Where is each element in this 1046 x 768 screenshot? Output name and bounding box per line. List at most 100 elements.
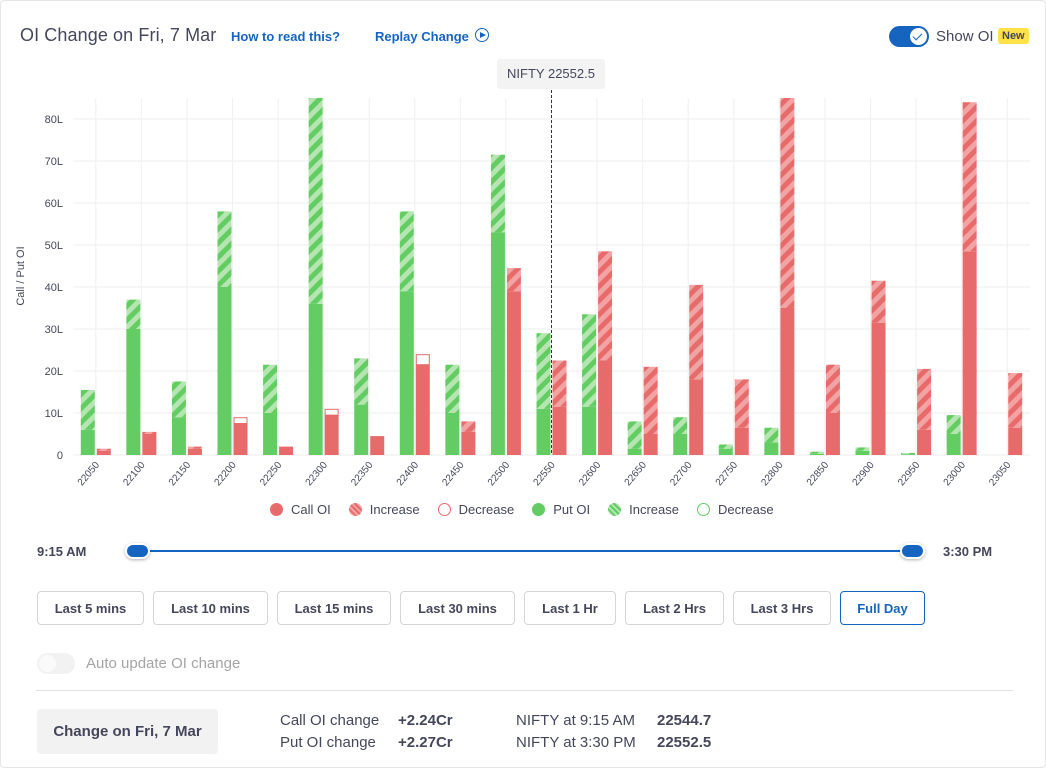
put-oi-bar — [627, 448, 642, 455]
put-increase-bar — [80, 389, 95, 430]
new-badge: New — [998, 28, 1029, 44]
x-tick-label: 23000 — [942, 460, 969, 489]
legend-item: Increase — [348, 502, 420, 517]
time-range-track[interactable] — [138, 550, 913, 552]
x-tick-label: 22800 — [759, 460, 786, 489]
put-increase-bar — [946, 415, 961, 434]
spot-price-tooltip: NIFTY 22552.5 — [497, 59, 605, 89]
legend-label: Increase — [369, 502, 420, 517]
put-oi-bar — [809, 453, 824, 455]
call-increase-bar — [461, 421, 476, 432]
how-to-read-link[interactable]: How to read this? — [231, 29, 341, 44]
put-oi-bar — [399, 291, 414, 455]
call-oi-bar — [1008, 427, 1023, 455]
x-tick-label: 22400 — [395, 460, 422, 489]
divider — [36, 690, 1013, 691]
call-oi-bar — [370, 436, 385, 455]
x-tick-label: 22050 — [76, 460, 103, 489]
put-oi-bar — [536, 408, 551, 455]
last-2-hrs-button[interactable]: Last 2 Hrs — [625, 591, 724, 625]
play-icon[interactable] — [475, 28, 489, 42]
legend-item: Decrease — [696, 502, 774, 517]
x-tick-label: 22550 — [531, 460, 558, 489]
call-oi-change-label: Call OI change — [280, 712, 380, 729]
call-oi-bar — [643, 434, 658, 455]
page-title: OI Change on Fri, 7 Mar — [20, 25, 217, 45]
legend-label: Decrease — [717, 502, 774, 517]
show-oi-toggle[interactable] — [889, 26, 929, 47]
call-increase-bar — [187, 446, 202, 449]
put-oi-change-label: Put OI change — [280, 734, 376, 751]
legend-item: Increase — [608, 502, 679, 517]
put-increase-bar — [171, 381, 186, 418]
y-tick-label: 0 — [57, 450, 63, 462]
oi-bar-chart: 0 10L 20L 30L 40L 50L 60L 70L 80L Call / Put OI 22… — [15, 90, 1030, 489]
put-oi-bar — [764, 442, 779, 455]
x-tick-label: 22950 — [896, 460, 923, 489]
put-oi-bar — [126, 329, 141, 455]
call-increase-bar — [552, 360, 567, 407]
put-increase-bar — [445, 364, 460, 413]
call-oi-change-value: +2.24Cr — [398, 712, 453, 729]
show-oi-label: Show OI — [936, 28, 994, 45]
last-1-hr-button[interactable]: Last 1 Hr — [524, 591, 616, 625]
x-tick-label: 22850 — [805, 460, 832, 489]
change-date-button[interactable]: Change on Fri, 7 Mar — [37, 709, 218, 754]
y-tick-label: 20L — [45, 366, 63, 378]
x-tick-label: 22900 — [850, 460, 877, 489]
legend-label: Decrease — [458, 502, 515, 517]
last-15-mins-button[interactable]: Last 15 mins — [277, 591, 391, 625]
put-increase-bar — [718, 444, 733, 449]
slider-start-handle[interactable] — [125, 543, 150, 559]
replay-change-link[interactable]: Replay Change — [375, 29, 469, 44]
legend-label: Call OI — [291, 502, 331, 517]
put-oi-bar — [855, 450, 870, 455]
slider-end-handle[interactable] — [900, 543, 925, 559]
call-increase-bar — [780, 98, 795, 308]
x-tick-label: 22350 — [349, 460, 376, 489]
slider-end-time: 3:30 PM — [943, 544, 993, 559]
nifty-end-value: 22552.5 — [657, 734, 712, 751]
call-oi-bar — [825, 413, 840, 455]
call-oi-bar — [552, 406, 567, 455]
x-tick-label: 22600 — [577, 460, 604, 489]
y-tick-label: 10L — [45, 408, 63, 420]
y-tick-label: 70L — [45, 156, 63, 168]
put-increase-bar — [855, 447, 870, 451]
y-tick-label: 30L — [45, 324, 63, 336]
x-tick-label: 22650 — [623, 460, 650, 489]
last-30-mins-button[interactable]: Last 30 mins — [400, 591, 515, 625]
call-increase-bar — [734, 379, 749, 428]
call-oi-bar — [279, 446, 294, 455]
legend-item: Put OI — [532, 502, 590, 517]
auto-update-toggle[interactable] — [37, 653, 75, 674]
last-10-mins-button[interactable]: Last 10 mins — [153, 591, 268, 625]
x-tick-label: 23050 — [987, 460, 1014, 489]
full-day-button[interactable]: Full Day — [840, 591, 925, 625]
put-oi-bar — [718, 448, 733, 455]
call-oi-bar — [415, 364, 430, 455]
legend-item: Call OI — [270, 502, 331, 517]
x-tick-label: 22150 — [167, 460, 194, 489]
put-oi-bar — [901, 454, 916, 455]
put-oi-bar — [490, 232, 505, 455]
call-decrease-bar — [233, 417, 248, 425]
put-increase-bar — [809, 451, 824, 454]
call-oi-bar — [962, 251, 977, 455]
put-increase-bar — [627, 421, 642, 449]
last-3-hrs-button[interactable]: Last 3 Hrs — [733, 591, 831, 625]
put-oi-bar — [80, 429, 95, 455]
y-tick-label: 40L — [45, 282, 63, 294]
call-increase-bar — [643, 366, 658, 434]
last-5-mins-button[interactable]: Last 5 mins — [37, 591, 144, 625]
legend-swatch — [608, 503, 622, 516]
put-increase-bar — [263, 364, 278, 413]
call-oi-bar — [233, 423, 248, 455]
put-oi-bar — [263, 413, 278, 455]
call-oi-bar — [780, 308, 795, 455]
call-oi-bar — [461, 431, 476, 455]
call-decrease-bar — [415, 354, 430, 366]
call-increase-bar — [962, 102, 977, 252]
chart-legend: Call OI Increase Decrease Put OI Increase Dec… — [270, 502, 792, 517]
x-tick-label: 22750 — [714, 460, 741, 489]
